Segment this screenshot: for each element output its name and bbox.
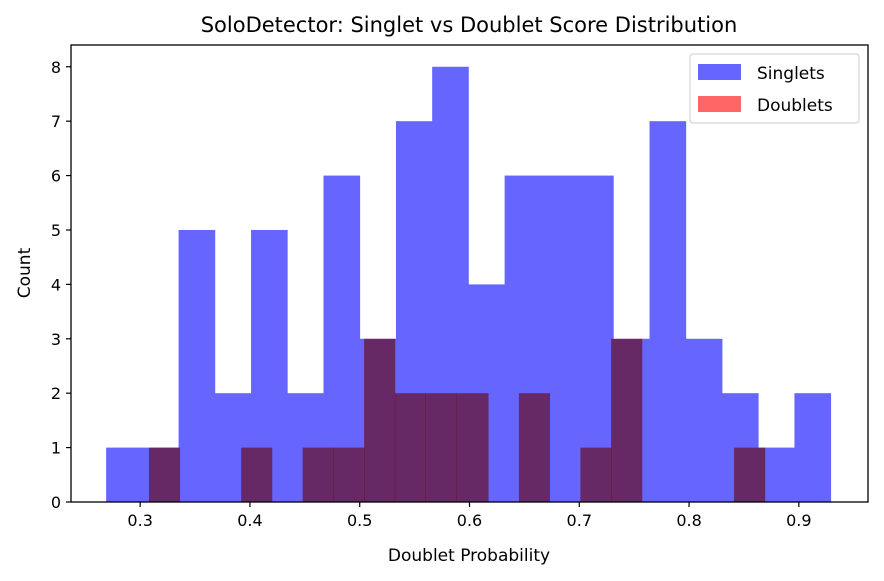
y-tick-label: 0	[51, 493, 61, 512]
singlets-bar	[649, 121, 687, 503]
legend-swatch-doublets	[698, 96, 741, 112]
doublets-bar	[518, 393, 551, 502]
singlets-bar	[577, 175, 614, 502]
y-tick-label: 5	[51, 221, 61, 240]
x-tick-label: 0.8	[676, 511, 701, 530]
x-tick-label: 0.7	[567, 511, 592, 530]
doublets-bar	[394, 393, 426, 502]
legend-label-doublets: Doublets	[757, 96, 833, 116]
singlets-bar	[178, 229, 216, 503]
y-tick-label: 1	[51, 439, 61, 458]
singlets-bar	[106, 447, 143, 502]
x-tick-label: 0.9	[786, 511, 811, 530]
doublets-bar	[456, 393, 489, 502]
legend: Singlets Doublets	[689, 53, 860, 124]
x-tick-label: 0.6	[457, 511, 482, 530]
singlets-bar	[794, 393, 832, 502]
y-tick-label: 3	[51, 330, 61, 349]
chart-title: SoloDetector: Singlet vs Doublet Score D…	[201, 13, 738, 37]
legend-swatch-singlets	[698, 64, 741, 80]
x-axis-label: Doublet Probability	[388, 546, 550, 566]
y-tick-label: 7	[51, 112, 61, 131]
y-tick-label: 8	[51, 58, 61, 77]
y-tick-label: 4	[51, 275, 61, 294]
doublets-bar	[734, 447, 766, 502]
doublets-bar	[333, 447, 365, 502]
doublets-bar	[611, 338, 643, 502]
x-axis: 0.3 0.4 0.5 0.6 0.7 0.8 0.9	[127, 502, 812, 530]
x-tick-label: 0.3	[127, 511, 152, 530]
doublets-bar	[364, 338, 396, 502]
doublets-bar	[148, 447, 181, 502]
bars-layer	[106, 66, 832, 503]
singlets-bar	[323, 175, 361, 502]
y-axis-label: Count	[15, 247, 35, 298]
y-tick-label: 6	[51, 167, 61, 186]
y-axis: 0 1 2 3 4 5 6 7 8	[51, 58, 71, 512]
singlets-bar	[685, 338, 723, 502]
doublets-bar	[241, 447, 273, 502]
y-tick-label: 2	[51, 384, 61, 403]
x-tick-label: 0.5	[347, 511, 372, 530]
legend-label-singlets: Singlets	[757, 64, 825, 84]
doublets-bar	[425, 393, 457, 502]
doublets-bar	[302, 447, 334, 502]
x-tick-label: 0.4	[237, 511, 262, 530]
doublets-bar	[580, 447, 612, 502]
